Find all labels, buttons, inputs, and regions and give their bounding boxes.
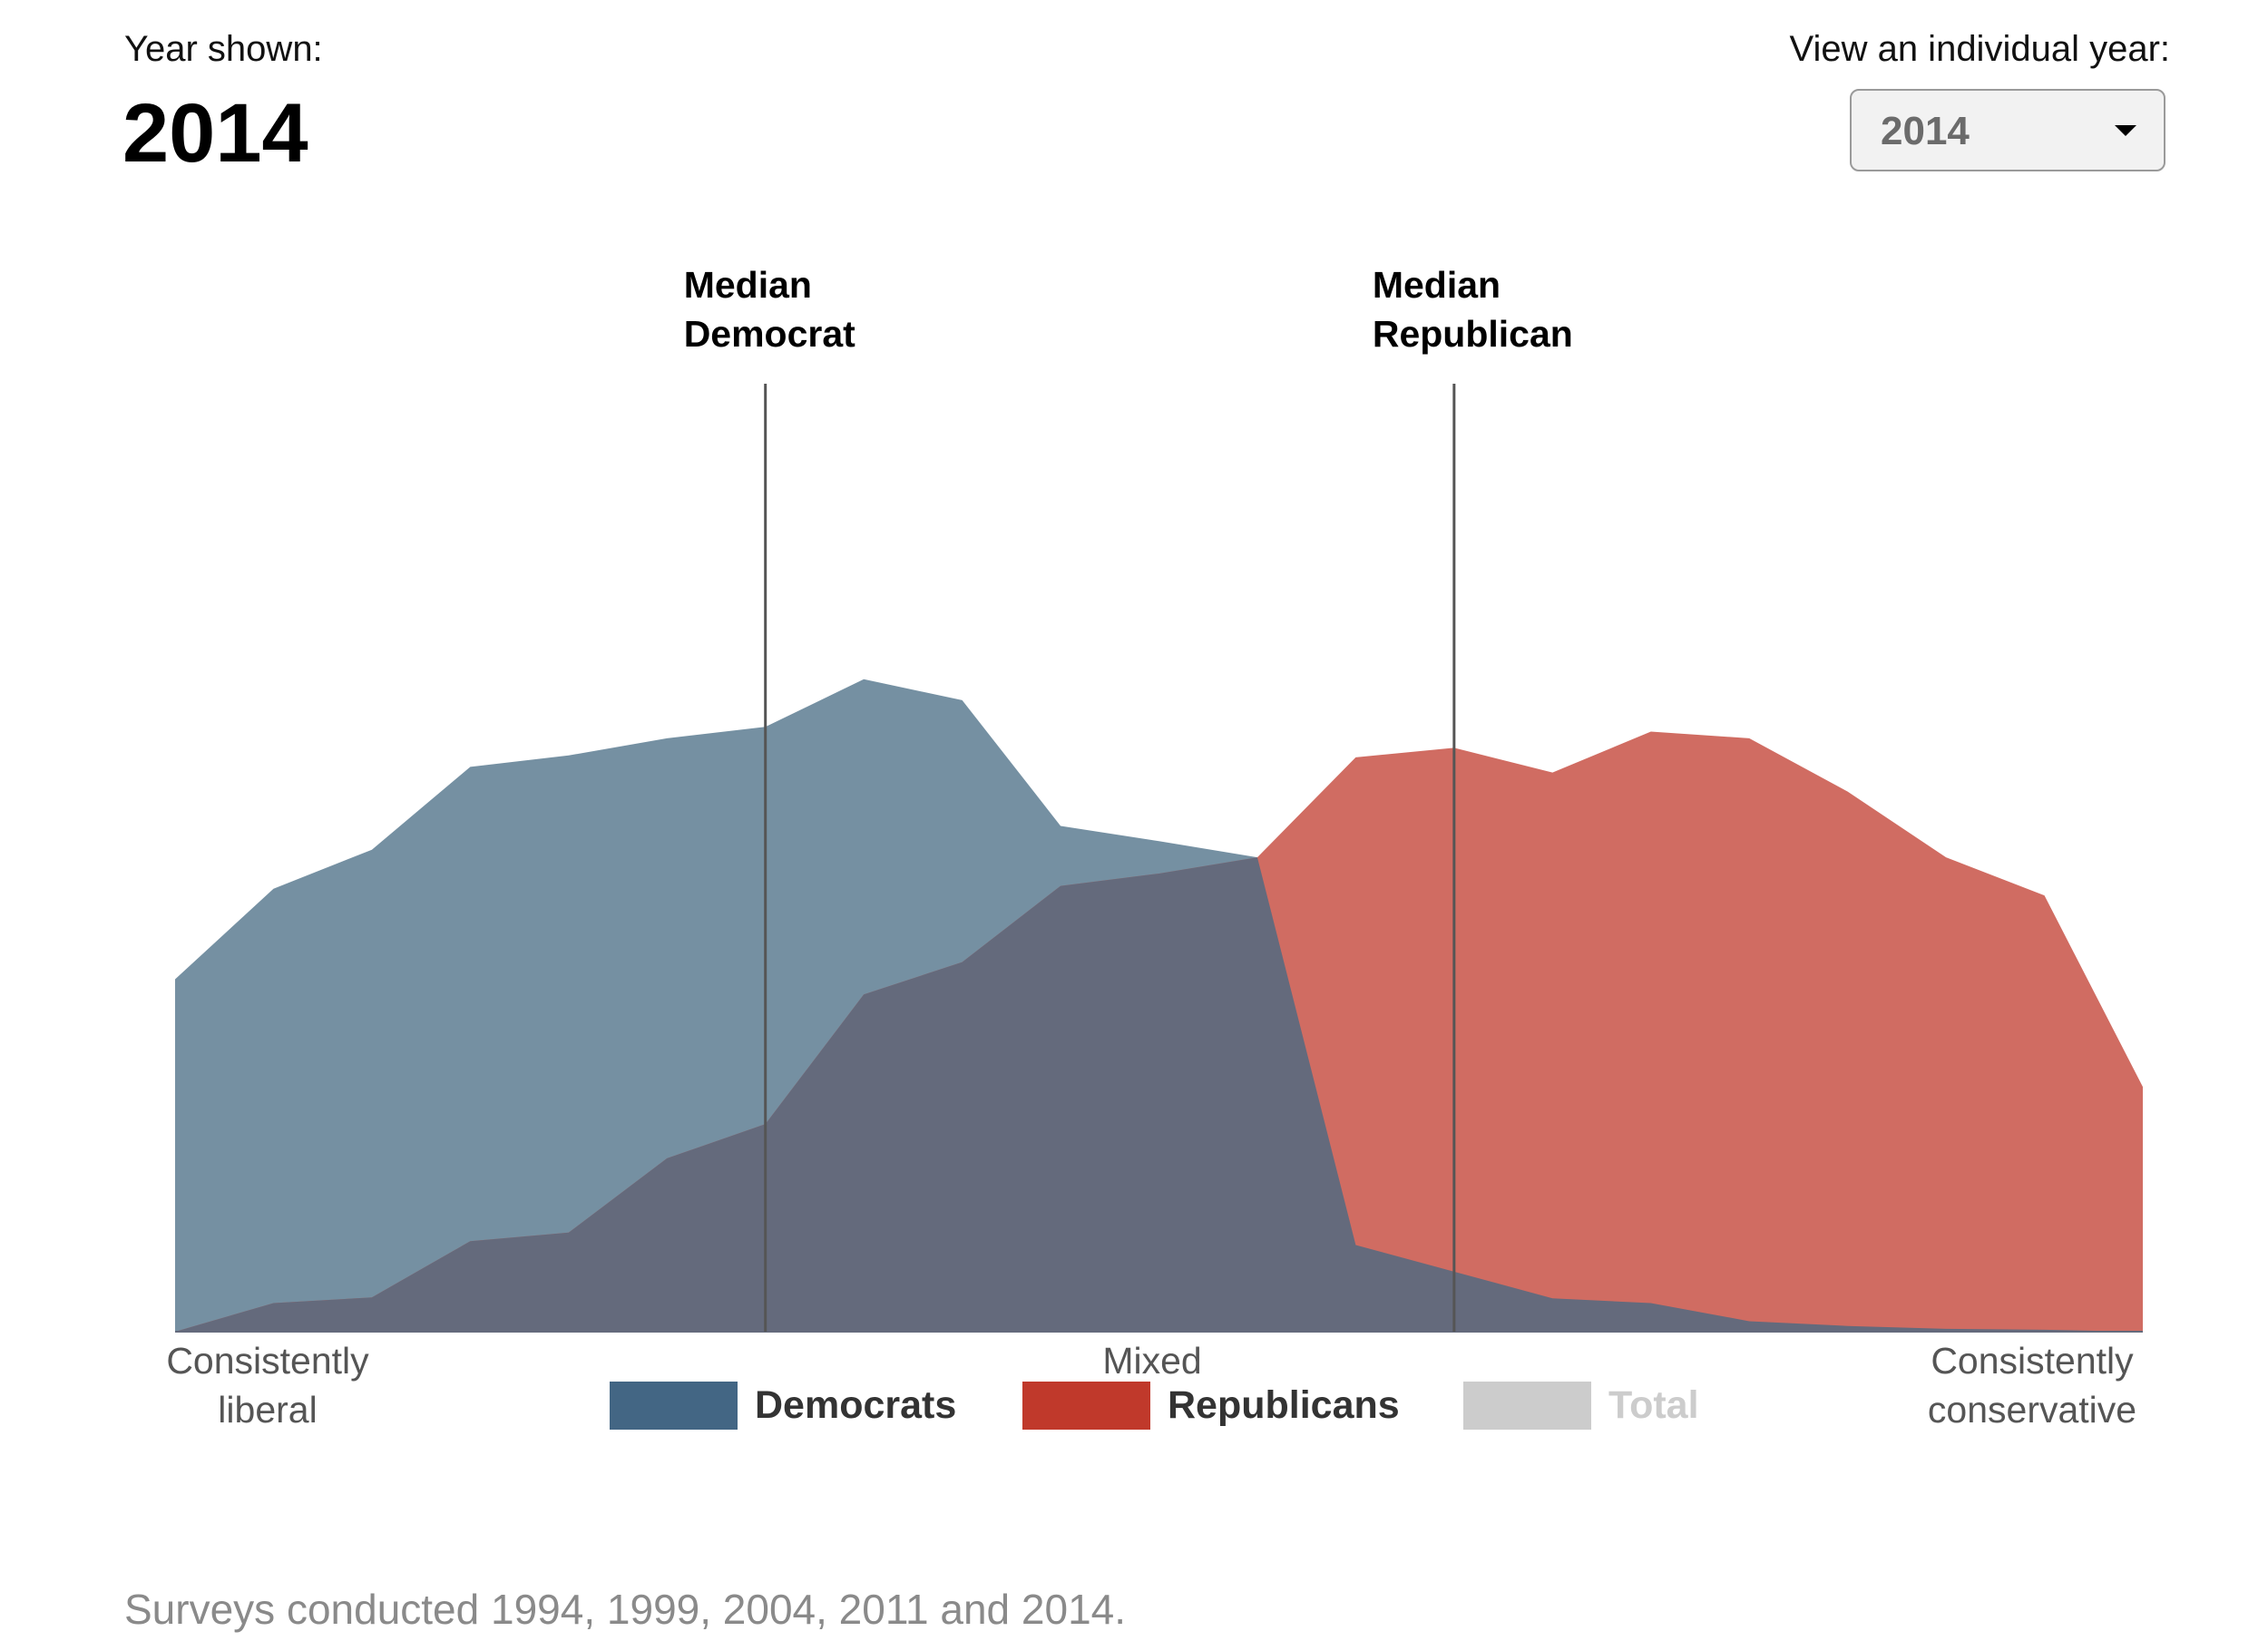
x-label-left-line1: Consistently xyxy=(166,1340,369,1382)
x-label-middle: Mixed xyxy=(1102,1340,1201,1382)
overlap-area xyxy=(175,857,2143,1332)
year-select-value: 2014 xyxy=(1881,109,1970,153)
x-label-right-line1: Consistently xyxy=(1931,1340,2134,1382)
legend-democrats-swatch[interactable] xyxy=(610,1382,738,1430)
median-label-0-line1: Median xyxy=(684,264,812,306)
chevron-down-icon xyxy=(2115,125,2136,136)
legend-republicans-swatch[interactable] xyxy=(1022,1382,1150,1430)
median-lines: Median Democrat Median Republican xyxy=(684,264,1573,1332)
legend-total-label[interactable]: Total xyxy=(1608,1383,1699,1427)
x-label-left-line2: liberal xyxy=(218,1389,317,1431)
median-label-0-line2: Democrat xyxy=(684,313,855,355)
view-year-label: View an individual year: xyxy=(1789,29,2170,69)
legend-total-swatch[interactable] xyxy=(1463,1382,1591,1430)
x-label-right-line2: conservative xyxy=(1928,1389,2136,1431)
year-select[interactable]: 2014 xyxy=(1850,89,2165,171)
legend-republicans-label[interactable]: Republicans xyxy=(1168,1383,1400,1427)
median-label-1-line2: Republican xyxy=(1373,313,1573,355)
x-axis-labels: Consistently liberal Mixed Consistently … xyxy=(166,1340,2136,1431)
year-shown-value: 2014 xyxy=(122,87,308,180)
chart-areas xyxy=(175,679,2143,1333)
ideology-distribution-chart: Median Democrat Median Republican Consisten… xyxy=(166,264,2143,1431)
year-shown-label: Year shown: xyxy=(124,29,323,69)
median-label-1-line1: Median xyxy=(1373,264,1501,306)
survey-note: Surveys conducted 1994, 1999, 2004, 2011… xyxy=(124,1586,1127,1633)
legend-democrats-label[interactable]: Democrats xyxy=(755,1383,957,1427)
